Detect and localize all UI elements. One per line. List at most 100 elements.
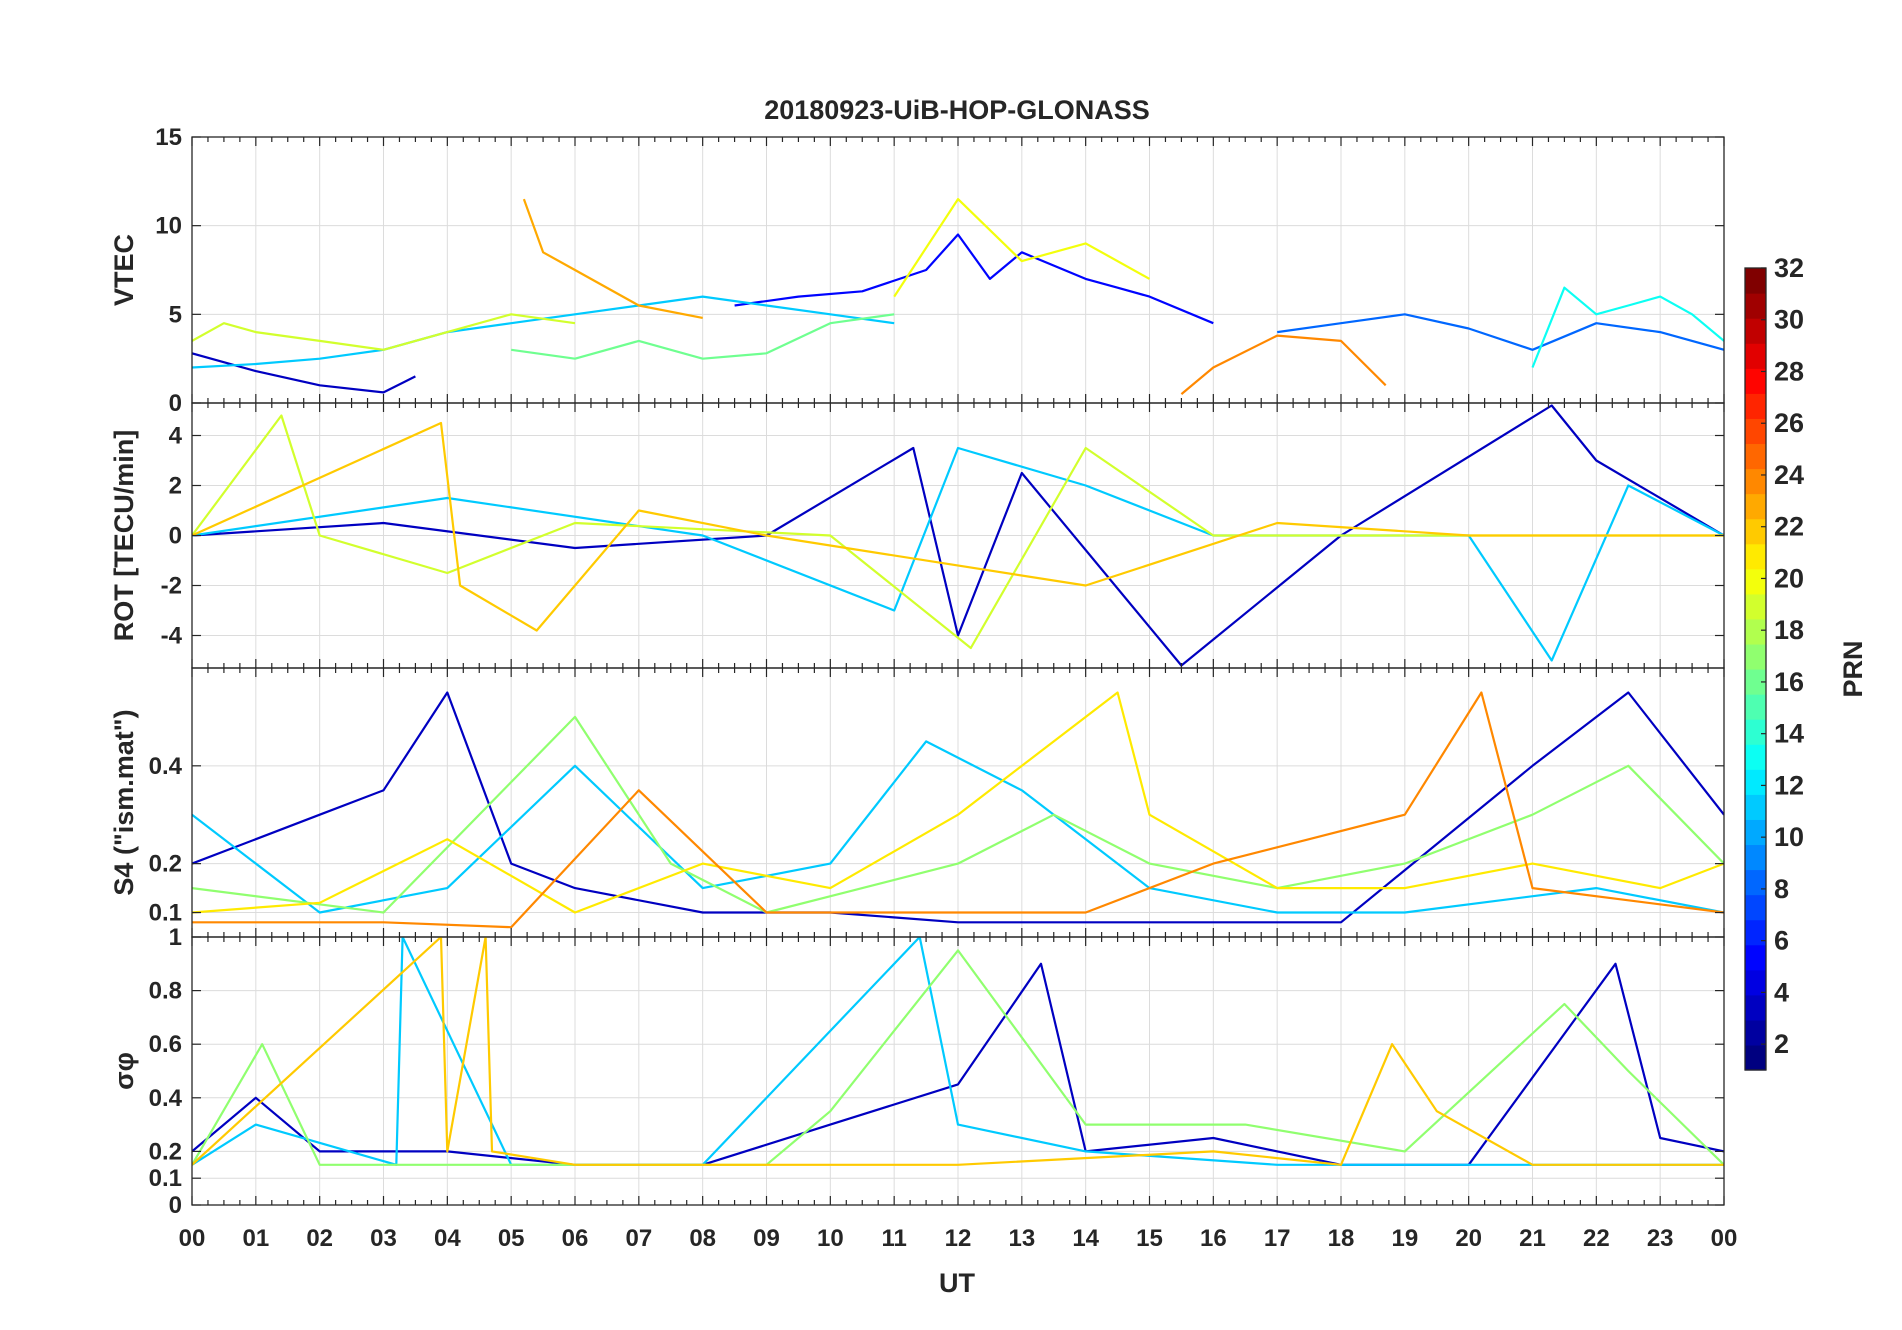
colorbar-tick-label: 24	[1774, 460, 1804, 490]
series-prn-3	[192, 404, 1724, 667]
x-tick-label: 00	[179, 1225, 206, 1252]
y-tick-label: 4	[169, 423, 183, 450]
x-tick-label: 10	[817, 1225, 844, 1252]
x-tick-label: 03	[370, 1225, 397, 1252]
x-tick-label: 05	[498, 1225, 525, 1252]
colorbar-segment	[1745, 443, 1766, 470]
y-tick-label: 1	[169, 924, 182, 951]
y-tick-label: 0.4	[149, 1085, 183, 1112]
colorbar-tick-label: 14	[1774, 719, 1804, 749]
series-prn-21	[192, 691, 1724, 914]
y-tick-label: 15	[155, 124, 182, 151]
colorbar-segment	[1745, 819, 1766, 846]
x-tick-label: 11	[881, 1225, 906, 1252]
colorbar-tick-label: 18	[1774, 615, 1804, 645]
colorbar-tick-label: 28	[1774, 356, 1804, 386]
y-axis-label: ROT [TECU/min]	[109, 430, 139, 641]
colorbar-tick-label: 10	[1774, 822, 1804, 852]
series-prn-5	[734, 233, 1214, 325]
colorbar-segment	[1745, 969, 1766, 996]
colorbar-tick-label: 6	[1774, 926, 1789, 956]
colorbar-segment	[1745, 744, 1766, 770]
x-tick-label: 12	[945, 1225, 972, 1252]
colorbar-label: PRN	[1838, 640, 1868, 697]
colorbar-segment	[1745, 343, 1766, 369]
colorbar-segment	[1745, 844, 1766, 871]
colorbar-segment	[1745, 393, 1766, 419]
y-tick-label: 0	[169, 1192, 182, 1219]
colorbar-segment	[1745, 418, 1766, 445]
x-tick-label: 14	[1072, 1225, 1099, 1252]
series-prn-24	[192, 691, 1724, 929]
chart-title: 20180923-UiB-HOP-GLONASS	[764, 95, 1150, 125]
y-axis-label: σφ	[109, 1052, 139, 1090]
colorbar-tick-label: 26	[1774, 408, 1804, 438]
y-tick-label: 0.2	[149, 1138, 182, 1165]
colorbar-segment	[1745, 919, 1766, 946]
y-tick-label: 2	[169, 473, 182, 500]
colorbar-segment	[1745, 493, 1766, 520]
colorbar-segment	[1745, 894, 1766, 921]
series-prn-11	[192, 937, 1724, 1166]
series-prn-22	[192, 937, 1724, 1166]
x-tick-label: 22	[1583, 1225, 1610, 1252]
colorbar-tick-label: 30	[1774, 305, 1804, 335]
colorbar-segment	[1745, 618, 1766, 645]
colorbar-segment	[1745, 994, 1766, 1021]
colorbar-tick-label: 16	[1774, 667, 1804, 697]
colorbar-segment	[1745, 368, 1766, 394]
x-tick-label: 00	[1711, 1225, 1738, 1252]
series-group	[192, 198, 1724, 395]
colorbar-segment	[1745, 468, 1766, 495]
y-tick-label: 0.8	[149, 978, 182, 1005]
colorbar-tick-label: 4	[1774, 977, 1789, 1007]
y-tick-label: 0	[169, 523, 182, 550]
x-tick-label: 08	[689, 1225, 716, 1252]
series-prn-11	[192, 446, 1724, 662]
colorbar-tick-label: 8	[1774, 874, 1789, 904]
colorbar-segment	[1745, 669, 1766, 695]
y-tick-label: 5	[169, 301, 182, 328]
colorbar-segment	[1745, 293, 1766, 319]
colorbar-tick-label: 12	[1774, 770, 1804, 800]
x-tick-label: 07	[625, 1225, 652, 1252]
colorbar-segment	[1745, 719, 1766, 745]
series-prn-22	[192, 421, 1724, 632]
series-group	[192, 404, 1724, 667]
panel-sigma: 00.10.2 0.4 0.6 0.8 1 σφ	[109, 924, 1725, 1219]
x-tick-label: 18	[1328, 1225, 1355, 1252]
y-tick-label: 0.1	[149, 1165, 182, 1192]
y-tick-label: 0.1	[149, 900, 182, 927]
colorbar-tick-label: 32	[1774, 253, 1804, 283]
x-tick-label: 19	[1391, 1225, 1418, 1252]
colorbar-tick-label: 20	[1774, 563, 1804, 593]
y-axis-label: VTEC	[109, 234, 139, 306]
colorbar-segment	[1745, 1019, 1766, 1046]
colorbar-segment	[1745, 944, 1766, 971]
series-prn-17	[192, 949, 1724, 1166]
y-tick-label: 0	[169, 390, 182, 417]
x-tick-label: 06	[562, 1225, 589, 1252]
x-tick-label: 01	[242, 1225, 269, 1252]
y-tick-label: 10	[155, 213, 182, 240]
x-tick-label: 09	[753, 1225, 780, 1252]
series-group	[192, 691, 1724, 929]
series-prn-3	[192, 962, 1724, 1166]
y-tick-label: 0.4	[149, 753, 183, 780]
colorbar-segment	[1745, 568, 1766, 595]
x-tick-label: 15	[1136, 1225, 1163, 1252]
colorbar-tick-label: 2	[1774, 1029, 1789, 1059]
colorbar-segment	[1745, 869, 1766, 896]
colorbar-segment	[1745, 543, 1766, 570]
colorbar-segment	[1745, 268, 1766, 294]
y-tick-label: 0.2	[149, 851, 182, 878]
colorbar-tick-label: 22	[1774, 512, 1804, 542]
colorbar-segment	[1745, 794, 1766, 820]
panel-s4: 0.1 0.2 0.4 S4 ("ism.mat")	[109, 667, 1725, 938]
series-prn-16	[511, 313, 895, 360]
x-tick-label: 16	[1200, 1225, 1227, 1252]
colorbar-segment	[1745, 518, 1766, 545]
x-tick-label: 20	[1455, 1225, 1482, 1252]
